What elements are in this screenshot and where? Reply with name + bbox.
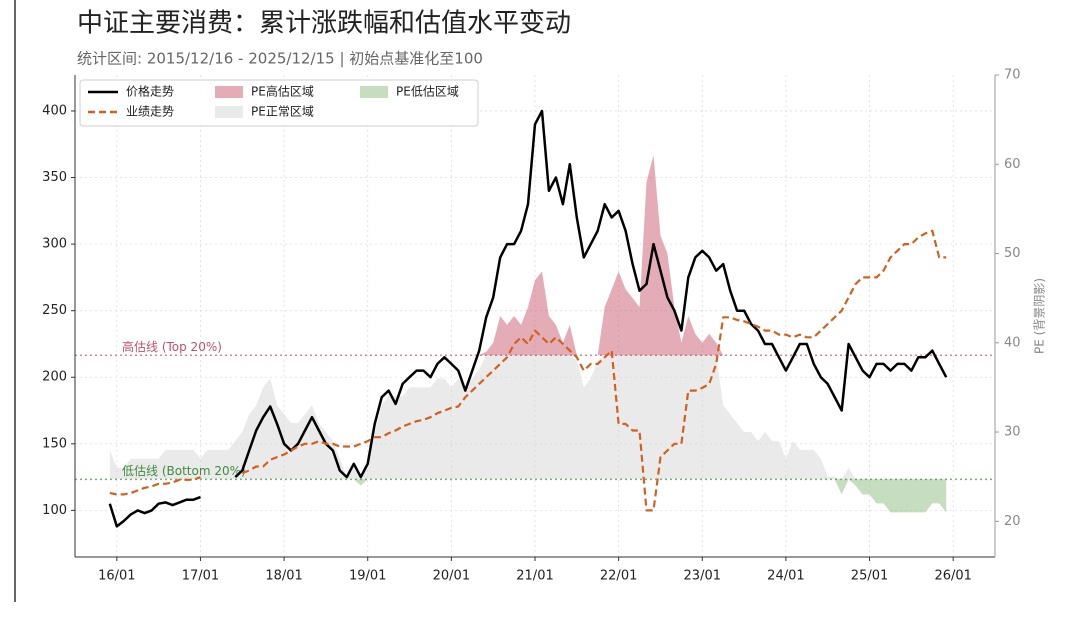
y2-tick-label: 60 [1004, 157, 1021, 172]
pe-zone-area [109, 479, 947, 513]
y-tick-label: 250 [42, 303, 67, 318]
y2-tick-label: 30 [1004, 425, 1021, 440]
y2-tick-label: 20 [1004, 514, 1021, 529]
x-tick-label: 21/01 [516, 569, 553, 584]
threshold-label: 低估线 (Bottom 20%) [122, 464, 246, 478]
x-tick-label: 20/01 [433, 569, 470, 584]
x-tick-label: 16/01 [98, 569, 135, 584]
y-tick-label: 200 [42, 370, 67, 385]
x-tick-label: 25/01 [851, 569, 888, 584]
y2-axis-label: PE (背景阴影) [1033, 278, 1047, 354]
x-tick-label: 23/01 [684, 569, 721, 584]
threshold-label: 高估线 (Top 20%) [122, 339, 222, 354]
legend-swatch [360, 86, 388, 98]
legend-swatch [215, 86, 243, 98]
chart-title: 中证主要消费：累计涨跌幅和估值水平变动 [77, 9, 571, 39]
chart-subtitle: 统计区间: 2015/12/16 - 2025/12/15 | 初始点基准化至1… [77, 50, 483, 68]
legend-label: PE正常区域 [251, 105, 314, 119]
legend-label: PE高估区域 [251, 84, 314, 99]
x-tick-label: 24/01 [767, 569, 804, 584]
x-tick-label: 17/01 [182, 569, 219, 584]
y-tick-label: 150 [42, 436, 67, 451]
x-tick-label: 18/01 [265, 569, 302, 584]
plot: 高估线 (Top 20%) 低估线 (Bottom 20%) [75, 75, 995, 557]
x-tick-label: 26/01 [934, 569, 971, 584]
x-tick-label: 22/01 [600, 569, 637, 584]
pe-zone-area [109, 355, 947, 480]
legend-swatch [215, 106, 243, 118]
y-tick-label: 300 [42, 237, 67, 252]
legend-label: PE低估区域 [396, 85, 459, 99]
y-tick-label: 350 [42, 170, 67, 185]
y-tick-label: 100 [42, 503, 67, 518]
y2-tick-label: 50 [1004, 246, 1021, 261]
legend-label: 价格走势 [126, 84, 174, 99]
x-tick-label: 19/01 [349, 569, 386, 584]
pe-zone-area [109, 155, 947, 356]
legend-label: 业绩走势 [126, 105, 174, 119]
y-tick-label: 400 [42, 103, 67, 118]
y2-tick-label: 70 [1004, 68, 1021, 83]
series-line [109, 229, 947, 512]
y2-tick-label: 40 [1004, 335, 1021, 350]
series-line [108, 109, 948, 528]
